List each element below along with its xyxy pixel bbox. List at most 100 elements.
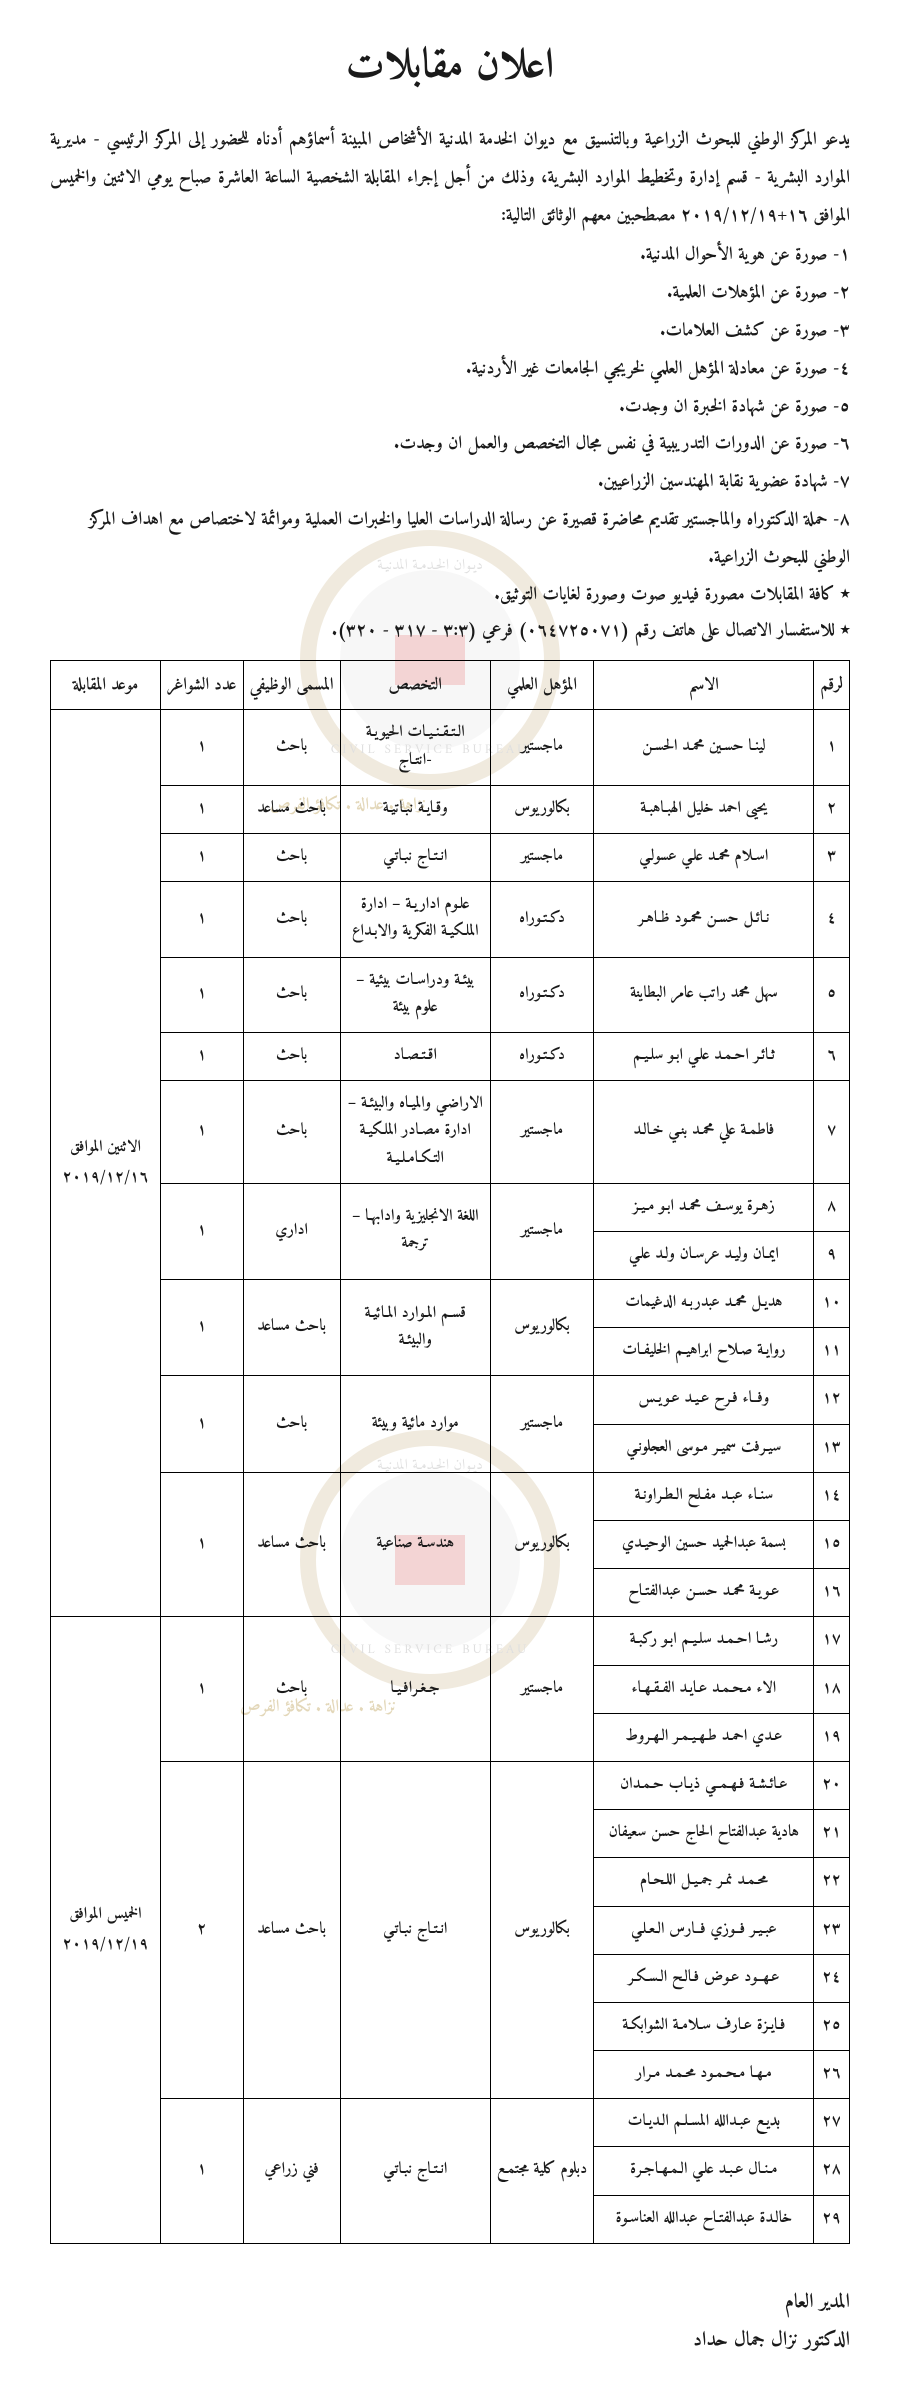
cell-spec: انـتـاج نبـاتـي <box>340 2099 490 2244</box>
table-row: ٢٧بديـع عبـدالله المسـلـم الـديـاتدبلوم … <box>51 2099 850 2147</box>
table-row: ٥سهل محمد راتب عامر البطاينةدكـتـوراهبيئ… <box>51 957 850 1032</box>
cell-name: محـمـد نمـر جمـيـل اللـحـام <box>594 1858 814 1906</box>
cell-job: باحث <box>243 834 340 882</box>
cell-number: ٢١ <box>814 1810 850 1858</box>
cell-name: هادية عبدالفتاح الحاج حسن سعيفان <box>594 1810 814 1858</box>
table-row: ١٤سنـاء عبـد مفـلح الـطـراونـةبكالوريوسه… <box>51 1472 850 1520</box>
cell-number: ٤ <box>814 882 850 957</box>
cell-name: سهل محمد راتب عامر البطاينة <box>594 957 814 1032</box>
cell-job: باحث مساعد <box>243 785 340 833</box>
cell-name: اسـلام محمـد علـي عسولـي <box>594 834 814 882</box>
cell-spec: هندسـة صناعية <box>340 1472 490 1617</box>
cell-vacancies: ٢ <box>161 1761 244 2098</box>
cell-spec: موارد مائية وبيئة <box>340 1376 490 1472</box>
cell-spec: انـتـاج نبـاتـي <box>340 1761 490 2098</box>
col-date: موعد المقابلة <box>51 660 161 710</box>
page-title: اعلان مقابلات <box>50 30 850 104</box>
cell-number: ٢٧ <box>814 2099 850 2147</box>
cell-vacancies: ١ <box>161 1472 244 1617</box>
requirement-item: ٥- صورة عن شهادة الخبرة ان وجدت. <box>50 389 850 427</box>
cell-name: خالـدة عبدالفتـاح عبدالله العناسـوة <box>594 2195 814 2243</box>
cell-vacancies: ١ <box>161 834 244 882</box>
cell-degree: دكـتـوراه <box>490 1032 594 1080</box>
cell-name: روايـة صـلاح ابراهيـم الخليفـات <box>594 1328 814 1376</box>
cell-number: ٢٣ <box>814 1906 850 1954</box>
cell-vacancies: ١ <box>161 1081 244 1184</box>
cell-name: عـهــود عـوض فـالـح الـسـكـر <box>594 1954 814 2002</box>
requirement-item: ١- صورة عن هوية الأحوال المدنية. <box>50 237 850 275</box>
cell-name: بسمة عبدالحميد حسين الوحيـدي <box>594 1521 814 1569</box>
cell-number: ٢٩ <box>814 2195 850 2243</box>
requirement-item: ٢- صورة عن المؤهلات العلمية. <box>50 275 850 313</box>
cell-name: فاطمـة علي محمـد بنـي خـالـد <box>594 1081 814 1184</box>
cell-job: باحث <box>243 1081 340 1184</box>
cell-number: ١٥ <box>814 1521 850 1569</box>
cell-name: مـنـال عـبـد علـي الـمـهـاجـرة <box>594 2147 814 2195</box>
cell-number: ١١ <box>814 1328 850 1376</box>
cell-name: سنـاء عبـد مفـلح الـطـراونـة <box>594 1472 814 1520</box>
signature-block: المدير العام الدكتور نزال جمال حداد <box>50 2284 850 2360</box>
cell-degree: دبلوم كلية مجتمـع <box>490 2099 594 2244</box>
cell-job: باحث <box>243 882 340 957</box>
cell-number: ١٨ <box>814 1665 850 1713</box>
cell-degree: دكـتـوراه <box>490 957 594 1032</box>
cell-name: مـهـا مـحـمـود محـمـد مـرار <box>594 2051 814 2099</box>
col-number: لرقم <box>814 660 850 710</box>
cell-spec: وقـايـة نبـاتيـة <box>340 785 490 833</box>
interview-table: لرقم الاسم المؤهل العلمي التخصص المسمى ا… <box>50 660 850 2244</box>
cell-degree: بكالوريوس <box>490 785 594 833</box>
cell-degree: بكالوريوس <box>490 1472 594 1617</box>
cell-name: لينـا حسـين محمـد الحسـن <box>594 710 814 785</box>
notes-list: كافة المقابلات مصورة فيديو صوت وصورة لغا… <box>50 578 850 650</box>
cell-vacancies: ١ <box>161 1183 244 1279</box>
cell-number: ٢٨ <box>814 2147 850 2195</box>
intro-paragraph: يدعو المركز الوطني للبحوث الزراعية وبالت… <box>50 122 850 235</box>
cell-name: وفــاء فـرح عـيـد عـويـس <box>594 1376 814 1424</box>
col-vac: عدد الشواغر <box>161 660 244 710</box>
cell-job: باحث <box>243 1032 340 1080</box>
note-item: كافة المقابلات مصورة فيديو صوت وصورة لغا… <box>50 578 850 614</box>
cell-degree: ماجستير <box>490 1376 594 1472</box>
cell-name: بديـع عبـدالله المسـلـم الـديـات <box>594 2099 814 2147</box>
cell-spec: اقـتـصـاد <box>340 1032 490 1080</box>
table-row: ٣اسـلام محمـد علـي عسولـيماجستيرانـتـاج … <box>51 834 850 882</box>
cell-number: ١٧ <box>814 1617 850 1665</box>
cell-job: فني زراعي <box>243 2099 340 2244</box>
cell-number: ٢٤ <box>814 1954 850 2002</box>
cell-name: ثـائـر احـمـد علـي ابـو سلـيـم <box>594 1032 814 1080</box>
cell-vacancies: ١ <box>161 1032 244 1080</box>
requirement-item: ٧- شهادة عضوية نقابة المهندسين الزراعيين… <box>50 464 850 502</box>
table-row: ١٠هديـل محمـد عبدربـه الدغيماتبكالوريوسق… <box>51 1280 850 1328</box>
requirement-item: ٨- حملة الدكتوراه والماجستير تقديم محاضر… <box>50 502 850 578</box>
cell-vacancies: ١ <box>161 1280 244 1376</box>
signature-role: المدير العام <box>50 2284 850 2322</box>
cell-name: هديـل محمـد عبدربـه الدغيمات <box>594 1280 814 1328</box>
cell-degree: ماجستير <box>490 710 594 785</box>
cell-number: ١٣ <box>814 1424 850 1472</box>
cell-job: باحث مساعد <box>243 1761 340 2098</box>
cell-spec: جـغـرافـيـا <box>340 1617 490 1762</box>
cell-name: الاء مـحـمـد عـايـد الفـقـهـاء <box>594 1665 814 1713</box>
cell-number: ١٠ <box>814 1280 850 1328</box>
cell-name: نـائـل حسـن محمـود ظـاهـر <box>594 882 814 957</box>
cell-number: ٩ <box>814 1231 850 1279</box>
cell-number: ١ <box>814 710 850 785</box>
cell-number: ٢٥ <box>814 2002 850 2050</box>
table-row: ٢يحيى احمد خليل الهبـاهبـةبكالوريوسوقـاي… <box>51 785 850 833</box>
cell-name: عبـيـر فــوزي فــارس الـعـلـي <box>594 1906 814 1954</box>
table-row: ٢٠عـائـشـة فـهـمــي ذيـاب حـمـدانبكالوري… <box>51 1761 850 1809</box>
cell-vacancies: ١ <box>161 710 244 785</box>
requirement-item: ٤- صورة عن معادلة المؤهل العلمي لخريجي ا… <box>50 351 850 389</box>
cell-degree: ماجستير <box>490 1183 594 1279</box>
table-row: ١٢وفــاء فـرح عـيـد عـويـسماجستيرموارد م… <box>51 1376 850 1424</box>
table-header-row: لرقم الاسم المؤهل العلمي التخصص المسمى ا… <box>51 660 850 710</box>
cell-number: ٢٠ <box>814 1761 850 1809</box>
cell-degree: بكالوريوس <box>490 1761 594 2098</box>
cell-job: باحث <box>243 1617 340 1762</box>
table-row: ٦ثـائـر احـمـد علـي ابـو سلـيـمدكـتـوراه… <box>51 1032 850 1080</box>
cell-name: زهـرة يوسـف محمـد ابـو مـيـز <box>594 1183 814 1231</box>
cell-name: رشـا احـمـد سلـيـم ابـو ركبـة <box>594 1617 814 1665</box>
cell-name: ايمـان وليـد عرسـان ولـد علـي <box>594 1231 814 1279</box>
cell-number: ١٤ <box>814 1472 850 1520</box>
table-row: ١٧رشـا احـمـد سلـيـم ابـو ركبـةماجستيرجـ… <box>51 1617 850 1665</box>
